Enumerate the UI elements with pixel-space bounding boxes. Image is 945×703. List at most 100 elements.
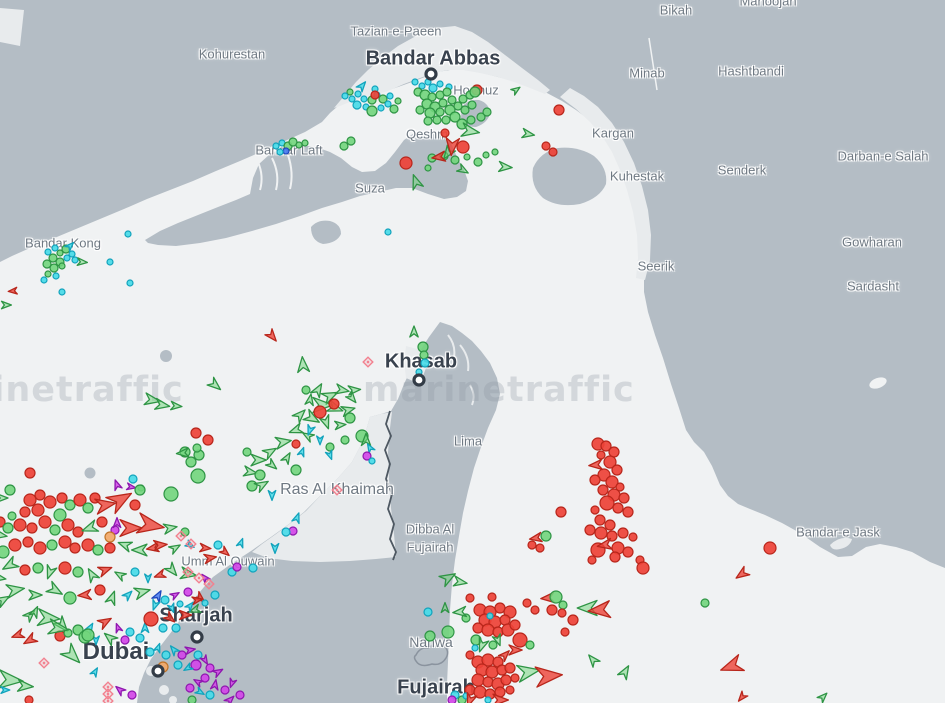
vessel-dot-marker[interactable] <box>163 486 179 502</box>
vessel-dot-marker[interactable] <box>428 83 438 93</box>
vessel-dot-marker[interactable] <box>71 256 79 264</box>
vessel-dot-marker[interactable] <box>535 543 545 553</box>
vessel-dot-marker[interactable] <box>440 128 450 138</box>
vessel-dot-marker[interactable] <box>68 250 76 258</box>
vessel-dot-marker[interactable] <box>32 562 44 574</box>
vessel-arrow-marker[interactable] <box>733 565 751 582</box>
vessel-dot-marker[interactable] <box>128 474 138 484</box>
vessel-arrow-marker[interactable] <box>452 575 468 588</box>
vessel-dot-marker[interactable] <box>187 695 197 703</box>
vessel-arrow-marker[interactable] <box>253 477 270 494</box>
vessel-dot-marker[interactable] <box>49 524 61 536</box>
vessel-dot-marker[interactable] <box>362 451 372 461</box>
vessel-dot-marker[interactable] <box>126 279 134 287</box>
vessel-dot-marker[interactable] <box>281 527 291 537</box>
vessel-dot-marker[interactable] <box>210 590 220 600</box>
vessel-arrow-marker[interactable] <box>113 684 127 697</box>
vessel-arrow-marker[interactable] <box>152 642 162 654</box>
vessel-arrow-marker[interactable] <box>94 496 117 515</box>
vessel-arrow-marker[interactable] <box>76 257 89 267</box>
vessel-dot-marker[interactable] <box>120 635 130 645</box>
vessel-arrow-marker[interactable] <box>199 654 210 666</box>
vessel-arrow-marker[interactable] <box>291 512 302 525</box>
vessel-dot-marker[interactable] <box>58 535 72 549</box>
vessel-dot-marker[interactable] <box>49 263 59 273</box>
port-icon[interactable] <box>424 67 438 81</box>
vessel-arrow-marker[interactable] <box>291 406 308 424</box>
navaid-diamond-icon[interactable] <box>193 572 205 584</box>
vessel-dot-marker[interactable] <box>4 484 16 496</box>
vessel-dot-marker[interactable] <box>346 88 354 96</box>
vessel-arrow-marker[interactable] <box>192 677 204 688</box>
vessel-dot-marker[interactable] <box>158 623 168 633</box>
vessel-dot-marker[interactable] <box>384 228 392 236</box>
vessel-dot-marker[interactable] <box>23 493 37 507</box>
vessel-dot-marker[interactable] <box>509 619 521 631</box>
vessel-dot-marker[interactable] <box>505 685 515 695</box>
vessel-arrow-marker[interactable] <box>264 328 280 344</box>
vessel-arrow-marker[interactable] <box>117 538 134 553</box>
vessel-arrow-marker[interactable] <box>355 79 368 93</box>
vessel-dot-marker[interactable] <box>360 95 368 103</box>
vessel-dot-marker[interactable] <box>471 673 485 687</box>
vessel-arrow-marker[interactable] <box>250 453 268 467</box>
vessel-dot-marker[interactable] <box>46 539 58 551</box>
vessel-arrow-marker[interactable] <box>175 447 190 458</box>
vessel-arrow-marker[interactable] <box>168 643 181 657</box>
vessel-dot-marker[interactable] <box>171 623 181 633</box>
vessel-dot-marker[interactable] <box>58 262 66 270</box>
vessel-dot-marker[interactable] <box>527 540 537 550</box>
vessel-arrow-marker[interactable] <box>43 563 58 581</box>
vessel-arrow-marker[interactable] <box>209 679 219 691</box>
vessel-dot-marker[interactable] <box>177 650 187 660</box>
vessel-arrow-marker[interactable] <box>280 451 294 466</box>
vessel-dot-marker[interactable] <box>96 516 108 528</box>
vessel-arrow-marker[interactable] <box>274 435 292 450</box>
vessel-arrow-marker[interactable] <box>167 541 183 555</box>
vessel-arrow-marker[interactable] <box>0 592 12 609</box>
vessel-dot-marker[interactable] <box>130 567 140 577</box>
vessel-dot-marker[interactable] <box>378 94 388 104</box>
vessel-dot-marker[interactable] <box>472 622 484 634</box>
vessel-arrow-marker[interactable] <box>91 635 101 646</box>
vessel-dot-marker[interactable] <box>53 508 67 522</box>
vessel-arrow-marker[interactable] <box>315 435 325 446</box>
vessel-arrow-marker[interactable] <box>267 489 277 502</box>
vessel-dot-marker[interactable] <box>44 248 52 256</box>
vessel-arrow-marker[interactable] <box>0 555 20 574</box>
vessel-dot-marker[interactable] <box>471 644 479 652</box>
vessel-dot-marker[interactable] <box>600 440 612 452</box>
vessel-dot-marker[interactable] <box>339 141 349 151</box>
vessel-arrow-marker[interactable] <box>199 572 211 584</box>
port-icon[interactable] <box>412 373 426 387</box>
vessel-dot-marker[interactable] <box>31 503 45 517</box>
vessel-arrow-marker[interactable] <box>130 543 148 557</box>
vessel-dot-marker[interactable] <box>13 518 27 532</box>
vessel-arrow-marker[interactable] <box>188 603 202 616</box>
vessel-dot-marker[interactable] <box>44 270 52 278</box>
vessel-dot-marker[interactable] <box>190 468 206 484</box>
vessel-dot-marker[interactable] <box>469 86 481 98</box>
vessel-arrow-marker[interactable] <box>84 566 101 584</box>
vessel-dot-marker[interactable] <box>51 244 59 252</box>
vessel-arrow-marker[interactable] <box>45 580 65 599</box>
vessel-arrow-marker[interactable] <box>96 614 113 631</box>
vessel-dot-marker[interactable] <box>492 626 504 638</box>
vessel-dot-marker[interactable] <box>160 595 170 605</box>
vessel-dot-marker[interactable] <box>134 484 146 496</box>
vessel-arrow-marker[interactable] <box>409 325 419 338</box>
vessel-dot-marker[interactable] <box>183 587 193 597</box>
vessel-arrow-marker[interactable] <box>816 691 829 703</box>
vessel-dot-marker[interactable] <box>423 607 433 617</box>
vessel-dot-marker[interactable] <box>276 148 284 156</box>
vessel-dot-marker[interactable] <box>190 659 202 671</box>
vessel-arrow-marker[interactable] <box>182 662 194 673</box>
vessel-arrow-marker[interactable] <box>0 493 9 503</box>
vessel-dot-marker[interactable] <box>344 412 356 424</box>
vessel-arrow-marker[interactable] <box>125 482 137 491</box>
vessel-dot-marker[interactable] <box>348 95 356 103</box>
vessel-dot-marker[interactable] <box>458 94 468 104</box>
vessel-dot-marker[interactable] <box>135 633 145 643</box>
vessel-dot-marker[interactable] <box>548 147 558 157</box>
vessel-dot-marker[interactable] <box>510 673 520 683</box>
